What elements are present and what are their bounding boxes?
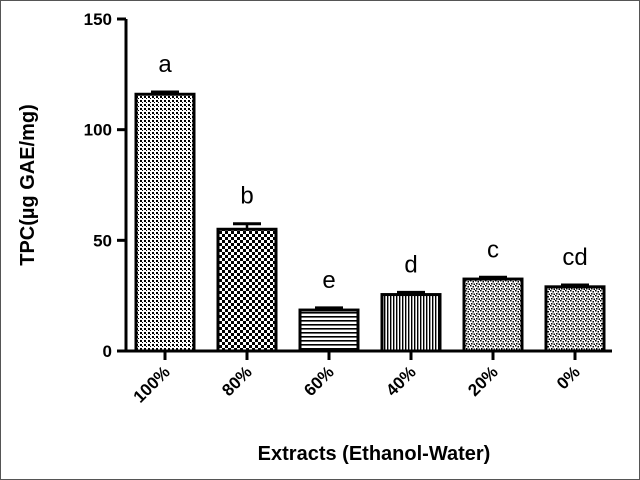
y-tick-label: 0 [103,342,112,361]
y-tick-label: 150 [84,10,112,29]
x-tick-label: 60% [300,362,337,399]
y-tick-label: 100 [84,121,112,140]
bar-40pct [380,293,442,353]
x-tick-label: 80% [218,362,255,399]
y-tick-label: 50 [93,231,112,250]
bar-0pct [544,285,606,353]
bar-20pct [462,277,524,353]
bar-80pct [216,227,278,353]
x-tick-label: 0% [553,362,584,393]
x-tick-label: 100% [130,362,174,406]
x-tick-label: 20% [464,362,501,399]
x-axis-title: Extracts (Ethanol-Water) [258,443,491,465]
significance-letter: c [487,236,499,263]
significance-letter: d [404,251,417,278]
significance-letter: a [158,51,172,78]
significance-letter: e [322,267,335,294]
bar-100pct [134,92,196,353]
significance-letter: b [240,183,253,210]
y-axis-title: TPC(µg GAE/mg) [17,104,39,266]
significance-letter: cd [562,244,587,271]
bar-60pct [298,308,360,353]
x-tick-label: 40% [382,362,419,399]
